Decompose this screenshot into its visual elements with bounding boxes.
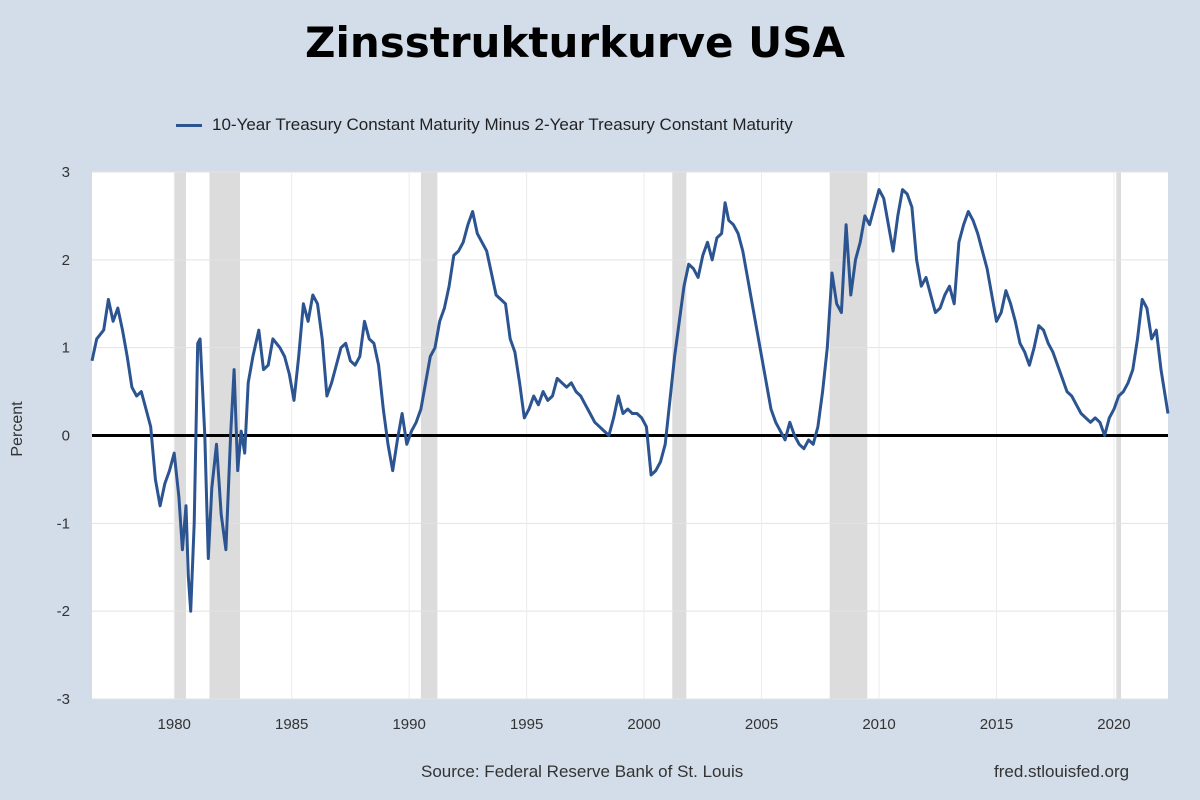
x-tick-label: 2020	[1097, 716, 1130, 733]
y-tick-label: 1	[62, 340, 70, 357]
chart-legend: 10-Year Treasury Constant Maturity Minus…	[176, 113, 793, 137]
y-tick-label: -3	[57, 691, 70, 708]
chart-title: Zinsstrukturkurve USA	[305, 18, 845, 67]
x-tick-label: 1990	[392, 716, 425, 733]
y-tick-label: 2	[62, 252, 70, 269]
y-tick-label: 3	[62, 164, 70, 181]
y-tick-label: 0	[62, 428, 70, 445]
source-note: Source: Federal Reserve Bank of St. Loui…	[421, 762, 744, 781]
series-line	[90, 188, 1170, 613]
y-tick-label: -1	[57, 515, 70, 532]
legend-label: 10-Year Treasury Constant Maturity Minus…	[212, 115, 793, 134]
source-site: fred.stlouisfed.org	[994, 762, 1130, 781]
legend-swatch	[176, 123, 202, 127]
axis-ticks: 3 2 1 0 -1 -2 -3 1980 1985 1990 1995 2000 2005 2010 20…	[57, 164, 1131, 733]
x-tick-label: 1985	[275, 716, 308, 733]
x-tick-label: 1995	[510, 716, 543, 733]
x-tick-label: 1980	[158, 716, 191, 733]
x-tick-label: 2000	[627, 716, 660, 733]
y-tick-label: -2	[57, 603, 70, 620]
x-tick-label: 2005	[745, 716, 778, 733]
x-tick-label: 2010	[862, 716, 895, 733]
x-tick-label: 2015	[980, 716, 1013, 733]
